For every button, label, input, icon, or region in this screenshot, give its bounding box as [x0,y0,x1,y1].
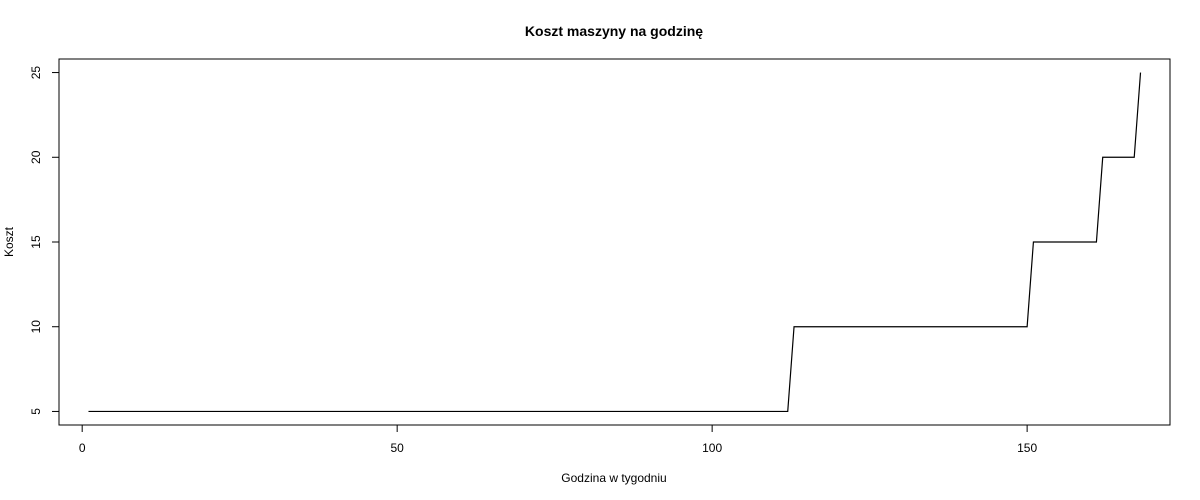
series-line-cost [88,72,1142,413]
y-tick-label: 15 [29,235,43,249]
y-axis: 5 10 15 20 25 [29,66,60,415]
y-tick-label: 5 [29,408,43,415]
y-tick-label: 25 [29,66,43,80]
x-axis: 0 50 100 150 [79,424,1037,455]
y-tick-label: 20 [29,150,43,164]
x-tick-label: 100 [702,441,722,455]
chart-title: Koszt maszyny na godzinę [525,23,703,39]
plot-box [58,58,1171,426]
x-tick-label: 150 [1017,441,1037,455]
x-tick-label: 0 [79,441,86,455]
x-axis-label: Godzina w tygodniu [561,471,666,485]
y-tick-label: 10 [29,320,43,334]
y-axis-label: Koszt [2,226,16,257]
x-tick-label: 50 [390,441,404,455]
